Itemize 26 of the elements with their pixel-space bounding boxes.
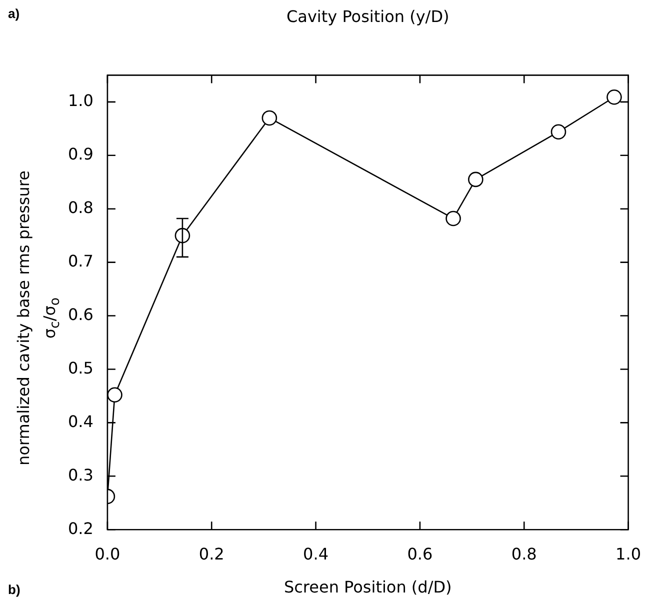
x2-axis-title: Cavity Position (y/D) (286, 6, 450, 26)
text: b) (8, 582, 20, 597)
point (550, 124, 566, 140)
point (262, 110, 278, 126)
point (446, 210, 461, 226)
point (107, 387, 122, 403)
y-tick-label: 0.7 (68, 251, 94, 270)
point (606, 89, 622, 105)
y-tick-label: 0.4 (68, 412, 94, 431)
y-tick-label: 0.8 (68, 198, 94, 218)
point (468, 172, 484, 188)
x-tick-label: 0.0 (94, 544, 120, 564)
y-tick-label: 0.9 (68, 144, 94, 164)
y-tick-label: 0.3 (68, 465, 94, 484)
x-axis-title: Screen Position (d/D) (284, 578, 452, 597)
text: a) (8, 6, 20, 21)
y-tick-label: 0.5 (68, 358, 94, 378)
x-tick-label: 1.0 (616, 544, 642, 564)
y-tick-label: 0.6 (68, 304, 94, 324)
point (174, 228, 190, 244)
y-tick-label: 1.0 (68, 91, 94, 110)
y-tick-label: 0.2 (68, 518, 94, 538)
x-tick-label: 0.2 (198, 544, 224, 564)
x-tick-label: 0.6 (407, 544, 433, 564)
x-tick-label: 0.8 (511, 544, 537, 564)
x-tick-label: 0.4 (303, 544, 329, 564)
